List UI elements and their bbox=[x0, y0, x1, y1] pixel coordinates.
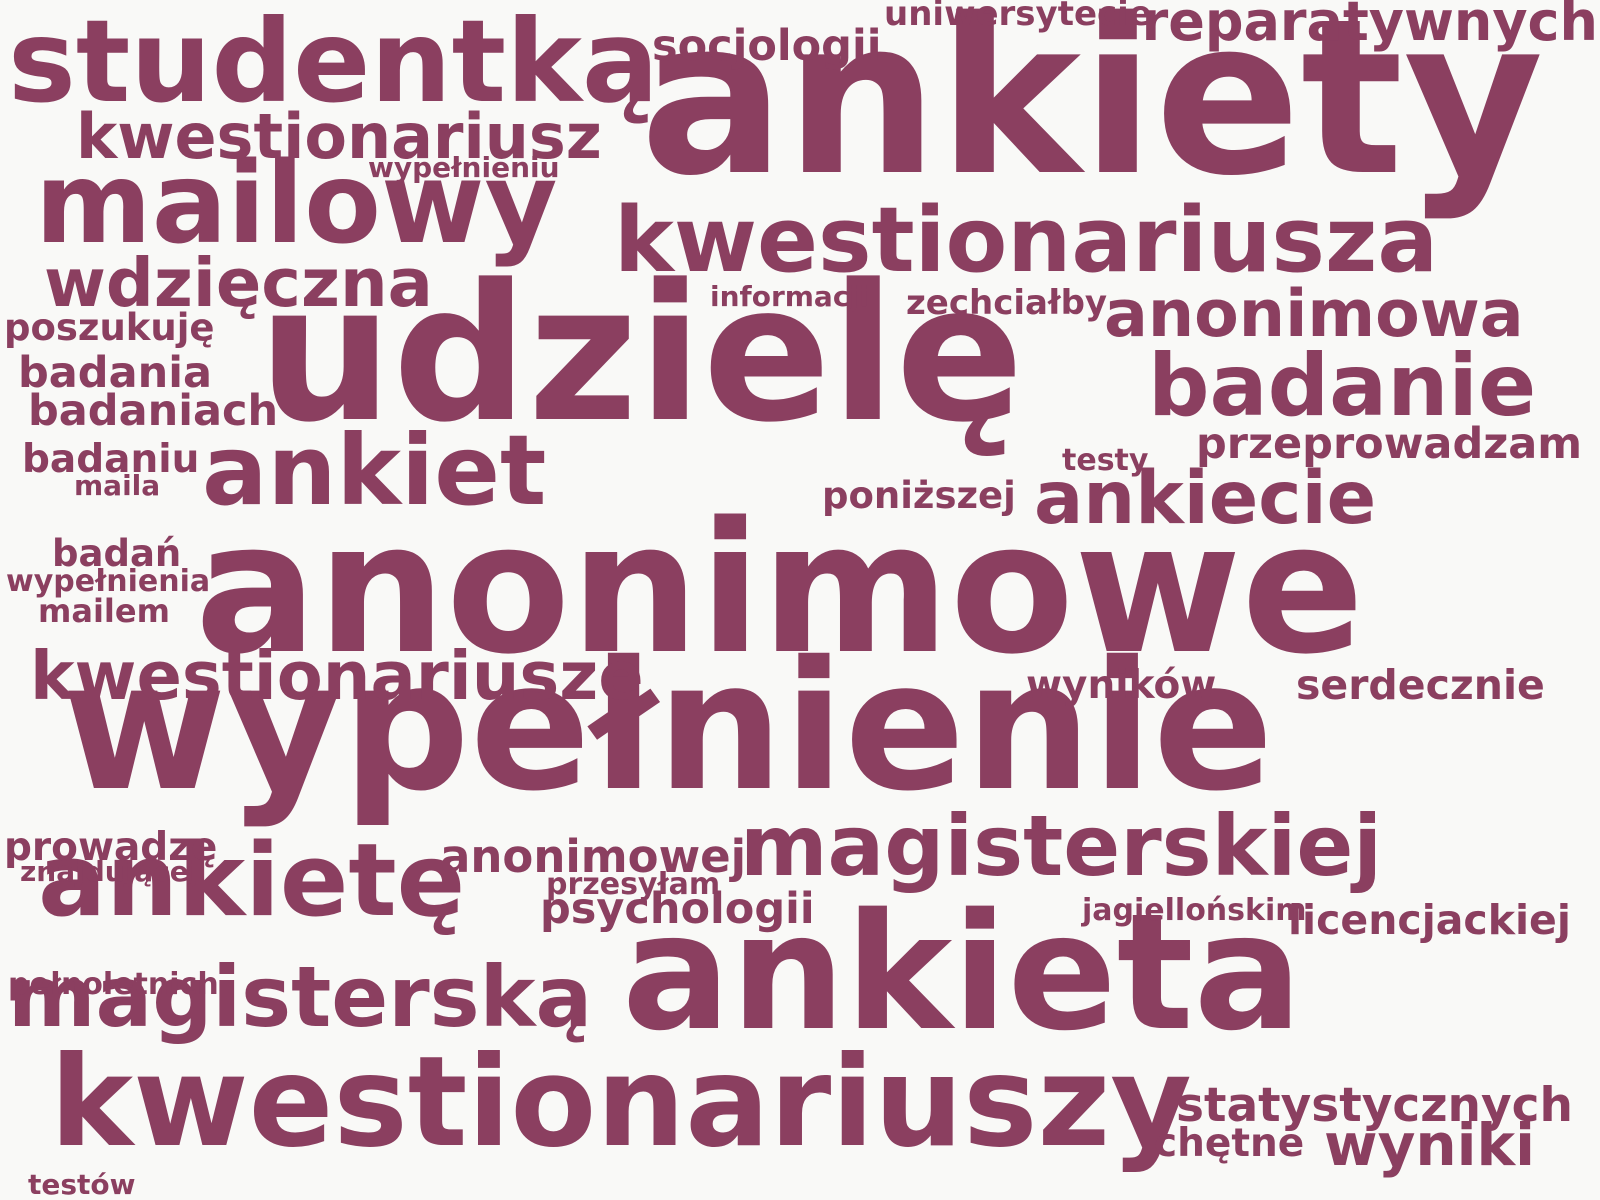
word-znajdujacej: znajdującej bbox=[20, 855, 199, 888]
word-magisterska: magisterską bbox=[8, 948, 593, 1046]
word-reparatywnych: reparatywnych bbox=[1141, 0, 1598, 53]
word-jagiellonskim: jagiellońskim bbox=[1082, 893, 1307, 928]
word-chetne: chętne bbox=[1154, 1121, 1305, 1166]
word-anonimowe: anonimowe bbox=[195, 483, 1365, 694]
word-wdzieczna: wdzięczna bbox=[44, 244, 433, 322]
word-mailem: mailem bbox=[38, 592, 170, 630]
word-serdecznie: serdecznie bbox=[1296, 661, 1545, 709]
word-anonimowa: anonimowa bbox=[1104, 277, 1524, 352]
word-przesylam: przesyłam bbox=[546, 867, 721, 902]
word-mailowy: mailowy bbox=[35, 139, 558, 269]
word-badaniach: badaniach bbox=[28, 386, 279, 436]
word-maila: maila bbox=[74, 469, 161, 502]
word-psychologii: psychologii bbox=[540, 884, 815, 934]
word-ankieta: ankieta bbox=[622, 879, 1303, 1066]
word-anonimowej: anonimowej bbox=[440, 830, 747, 883]
word-testy: testy bbox=[1062, 443, 1149, 478]
word-informacji: informacji bbox=[710, 280, 869, 313]
word-socjologii: socjologii bbox=[652, 21, 882, 71]
word-ponizszej: poniższej bbox=[822, 474, 1016, 517]
word-prowadze: prowadzę bbox=[4, 825, 218, 870]
word-testow: testów bbox=[28, 1168, 136, 1200]
word-kwestionariusz: kwestionariusz bbox=[76, 100, 602, 173]
word-kwestionariuszy: kwestionariuszy bbox=[50, 1030, 1192, 1175]
word-badanie: badanie bbox=[1148, 336, 1537, 436]
word-badania: badania bbox=[18, 348, 212, 398]
word-ankiet: ankiet bbox=[202, 414, 547, 527]
word-zechcialby: zechciałby bbox=[906, 283, 1108, 323]
word-kwestionariusza: kwestionariusza bbox=[614, 188, 1439, 293]
word-wyniki: wyniki bbox=[1324, 1111, 1536, 1179]
word-ankiete: ankietę bbox=[38, 821, 466, 939]
word-licencjackiej: licencjackiej bbox=[1288, 896, 1571, 944]
word-poszukuje: poszukuję bbox=[4, 306, 215, 349]
word-wypelnienie: wypełnienie bbox=[62, 623, 1274, 830]
word-pelnoletnich: pełnoletnich bbox=[8, 967, 219, 1002]
word-badaniu: badaniu bbox=[22, 437, 200, 482]
word-kwestionariusze: kwestionariusze bbox=[30, 637, 644, 715]
word-udziele: udzielę bbox=[258, 244, 1024, 464]
word-wypelnieniu: wypełnieniu bbox=[368, 151, 560, 184]
word-magisterskiej: magisterskiej bbox=[740, 797, 1383, 895]
word-statystycznych: statystycznych bbox=[1176, 1078, 1573, 1133]
word-wynikow: wyników bbox=[1026, 663, 1217, 708]
word-badan: badań bbox=[52, 532, 182, 575]
word-ankiety: ankiety bbox=[640, 0, 1544, 223]
word-przeprowadzam: przeprowadzam bbox=[1196, 419, 1583, 469]
word-studentka: studentką bbox=[8, 0, 659, 128]
word-ankiecie: ankiecie bbox=[1034, 456, 1377, 541]
word-uniwersytecie: uniwersytecie bbox=[884, 0, 1152, 34]
word-wypelnienia: wypełnienia bbox=[6, 564, 211, 599]
